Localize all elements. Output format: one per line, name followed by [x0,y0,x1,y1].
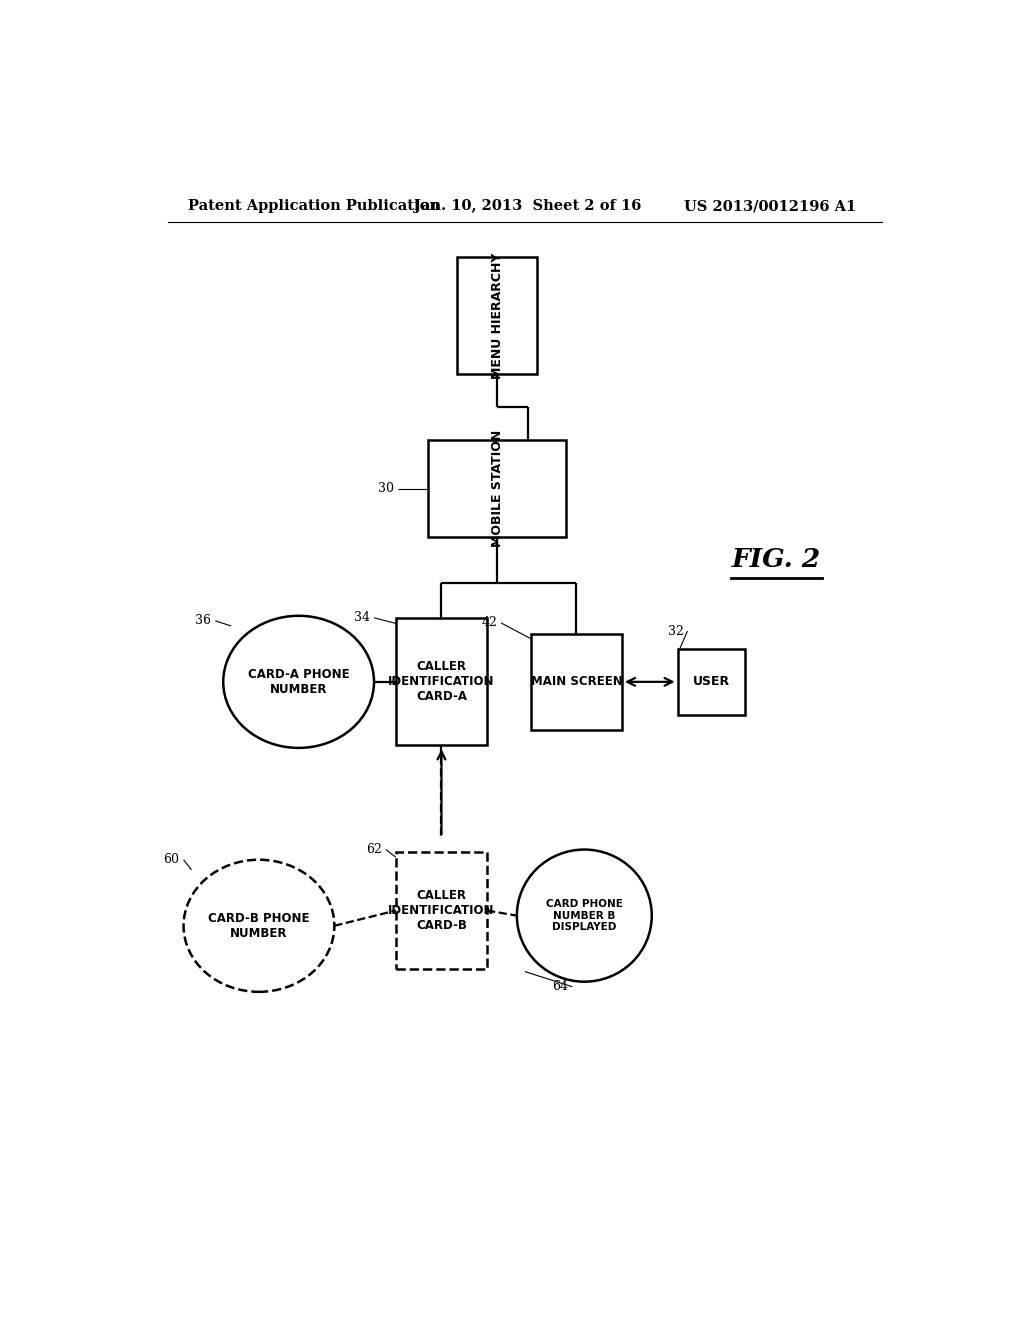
Bar [396,618,487,746]
Text: MENU HIERARCHY: MENU HIERARCHY [490,252,504,379]
Bar [458,257,537,375]
Bar [678,649,745,715]
Text: 32: 32 [668,624,684,638]
Text: 64: 64 [553,981,568,993]
Text: 60: 60 [164,853,179,866]
Text: Jan. 10, 2013  Sheet 2 of 16: Jan. 10, 2013 Sheet 2 of 16 [414,199,641,213]
Bar [530,634,622,730]
Text: US 2013/0012196 A1: US 2013/0012196 A1 [684,199,856,213]
Text: 62: 62 [366,843,382,857]
Bar [396,853,487,969]
Ellipse shape [183,859,334,991]
Ellipse shape [517,850,651,982]
Text: 42: 42 [481,616,497,630]
Text: CARD PHONE
NUMBER B
DISPLAYED: CARD PHONE NUMBER B DISPLAYED [546,899,623,932]
Text: CARD-B PHONE
NUMBER: CARD-B PHONE NUMBER [208,912,309,940]
Text: CALLER
IDENTIFICATION
CARD-B: CALLER IDENTIFICATION CARD-B [388,890,495,932]
Text: 30: 30 [378,482,394,495]
Bar [428,441,566,537]
Text: CARD-A PHONE
NUMBER: CARD-A PHONE NUMBER [248,668,349,696]
Text: Patent Application Publication: Patent Application Publication [187,199,439,213]
Text: FIG. 2: FIG. 2 [731,548,820,573]
Text: 36: 36 [196,614,211,627]
Ellipse shape [223,615,374,748]
Text: CALLER
IDENTIFICATION
CARD-A: CALLER IDENTIFICATION CARD-A [388,660,495,704]
Text: MOBILE STATION: MOBILE STATION [490,430,504,548]
Text: USER: USER [692,676,730,688]
Text: 34: 34 [354,611,370,624]
Text: MAIN SCREEN: MAIN SCREEN [530,676,623,688]
